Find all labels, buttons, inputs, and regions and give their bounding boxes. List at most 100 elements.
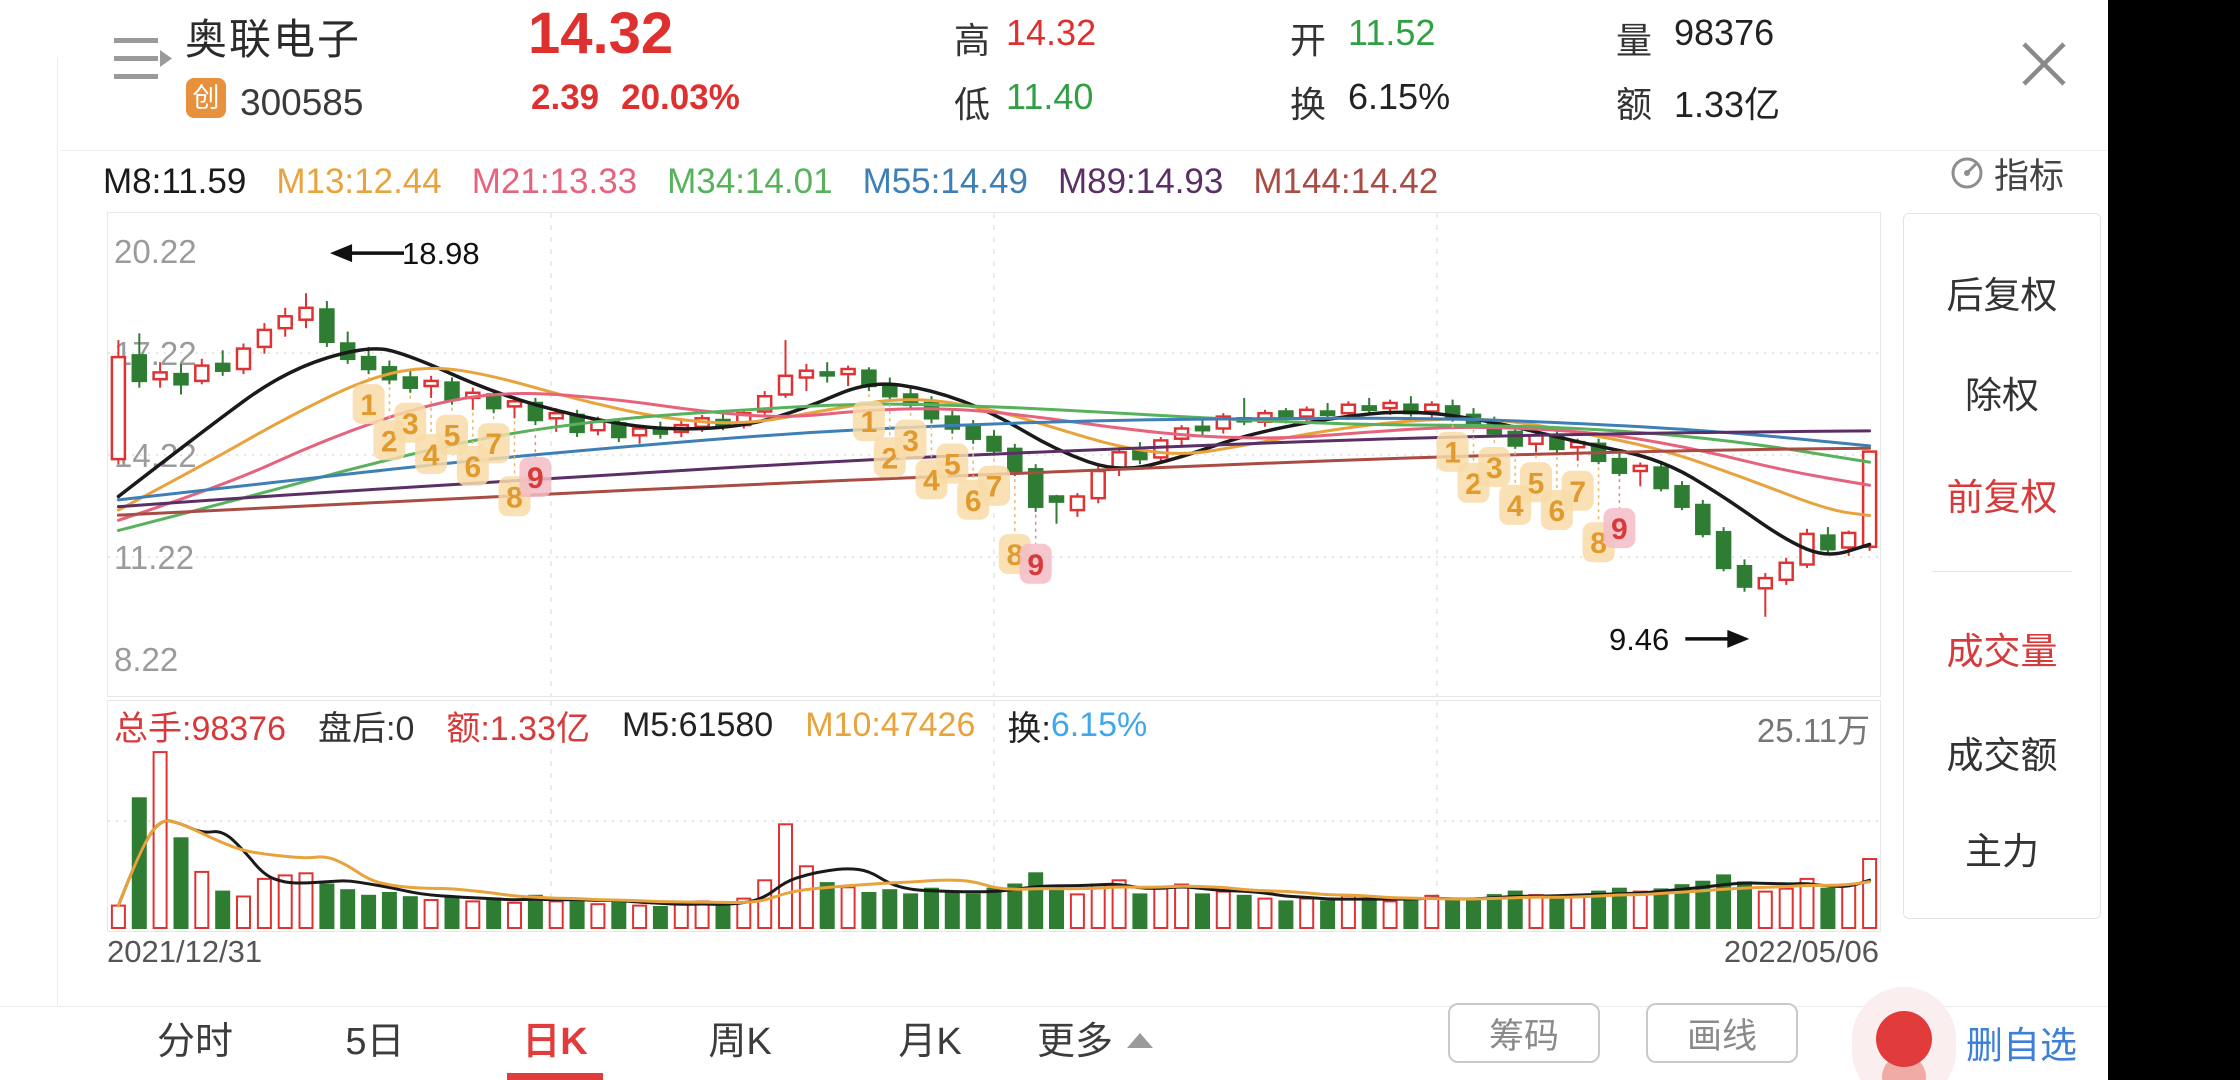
panel-divider (1932, 571, 2072, 572)
volume-legend-item: 换: (1007, 709, 1051, 748)
svg-text:1: 1 (1444, 437, 1461, 470)
svg-text:8.22: 8.22 (114, 641, 178, 678)
header-divider (60, 150, 2108, 151)
stat-label: 额 (1616, 84, 1653, 125)
tab-周K[interactable]: 周K (665, 1007, 815, 1080)
volume-ma-lines (116, 819, 1872, 908)
indicator-label: 指标 (1994, 156, 2065, 196)
stock-name: 奥联电子 (185, 16, 362, 63)
chips-button[interactable]: 筹码 (1448, 1003, 1600, 1063)
x-axis-start-date: 2021/12/31 (107, 934, 263, 969)
tab-更多[interactable]: 更多 (1020, 1007, 1170, 1080)
ma-legend-item: M13:12.44 (276, 162, 442, 201)
stat-value: 11.52 (1348, 12, 1436, 53)
stat-value: 11.40 (1006, 76, 1094, 117)
ma-legend-item: M21:13.33 (471, 162, 638, 201)
svg-text:4: 4 (423, 439, 440, 472)
svg-text:7: 7 (1569, 476, 1586, 509)
svg-text:2: 2 (381, 425, 398, 458)
svg-text:18.98: 18.98 (402, 236, 480, 271)
volume-chart[interactable] (107, 700, 1881, 932)
delete-watchlist-button[interactable]: 删自选 (1966, 1025, 2077, 1066)
stock-switch-icon[interactable] (108, 26, 176, 94)
ma-legend-item: M89:14.93 (1057, 162, 1224, 201)
tab-5日[interactable]: 5日 (300, 1007, 450, 1080)
sidebar-item-成交量[interactable]: 成交量 (1946, 631, 2058, 672)
adjust-panel: 后复权除权前复权成交量成交额主力 (1903, 213, 2101, 919)
sidebar-item-前复权[interactable]: 前复权 (1946, 477, 2058, 518)
tab-分时[interactable]: 分时 (120, 1007, 270, 1080)
draw-line-button[interactable]: 画线 (1646, 1003, 1798, 1063)
left-edge-divider (57, 57, 58, 1005)
tab-日K[interactable]: 日K (480, 1007, 630, 1080)
ma-legend: M8:11.59 M13:12.44 M21:13.33 M34:14.01 M55:1… (103, 158, 1893, 206)
tab-label: 更多 (1036, 1021, 1113, 1063)
svg-text:9: 9 (1611, 513, 1628, 546)
annotations: 18.98 9.46 (330, 236, 1750, 657)
svg-text:9: 9 (527, 462, 544, 495)
sidebar-item-除权[interactable]: 除权 (1965, 375, 2039, 416)
gauge-icon (1951, 157, 1983, 189)
svg-text:5: 5 (444, 420, 461, 453)
svg-text:7: 7 (986, 471, 1003, 504)
svg-text:4: 4 (1507, 490, 1524, 523)
svg-text:7: 7 (485, 428, 502, 461)
volume-legend-item: 额:1.33亿 (446, 709, 590, 748)
sidebar-item-成交额[interactable]: 成交额 (1946, 735, 2058, 776)
sidebar-item-主力[interactable]: 主力 (1965, 831, 2039, 872)
last-price: 14.32 (528, 1, 674, 66)
tab-label: 周K (708, 1021, 772, 1063)
svg-text:1: 1 (861, 406, 878, 439)
tab-label: 月K (898, 1021, 962, 1063)
svg-text:8: 8 (1006, 539, 1023, 572)
stat-value: 1.33亿 (1674, 84, 1781, 125)
record-dot (1876, 1011, 1932, 1067)
svg-text:6: 6 (1549, 495, 1566, 528)
volume-legend-item: 盘后:0 (318, 709, 415, 748)
android-nav-bar (2108, 0, 2240, 1080)
record-float-button[interactable] (1852, 987, 1956, 1080)
volume-legend-item: M10:47426 (805, 705, 976, 744)
stat-label: 量 (1616, 20, 1653, 61)
x-axis-end-date: 2022/05/06 (1723, 934, 1879, 969)
svg-text:4: 4 (923, 464, 940, 497)
price-change-pct: 20.03% (621, 78, 740, 117)
ma-lines-group (116, 347, 1872, 556)
svg-text:8: 8 (506, 481, 523, 514)
volume-bars (110, 751, 1878, 930)
volume-svg (108, 701, 1880, 931)
bottom-tab-bar: 分时 5日 日K 周K 月K 更多 筹码 画线 删自选 (0, 987, 2108, 1080)
svg-text:9: 9 (1027, 549, 1044, 582)
svg-text:5: 5 (944, 449, 961, 482)
kline-chart[interactable]: 20.22 17.22 14.22 11.22 8.22 1 2 3 4 5 6 7 8 9 1 2 3 4 5 6 7… (107, 212, 1881, 697)
price-change-row: 2.39 20.03% (531, 78, 762, 118)
svg-text:1: 1 (360, 389, 377, 422)
ma-legend-item: M144:14.42 (1253, 162, 1439, 201)
svg-text:8: 8 (1590, 527, 1607, 560)
indicator-button[interactable]: 指标 (1948, 148, 2108, 198)
svg-text:9.46: 9.46 (1609, 622, 1669, 657)
ma-legend-item: M55:14.49 (862, 162, 1028, 201)
stat-label: 换 (1290, 84, 1327, 125)
volume-legend-item: 6.15% (1050, 705, 1148, 744)
tab-月K[interactable]: 月K (855, 1007, 1005, 1080)
tab-label: 日K (522, 1021, 588, 1063)
sidebar-item-后复权[interactable]: 后复权 (1946, 275, 2058, 316)
svg-text:3: 3 (1486, 452, 1503, 485)
stat-label: 低 (954, 84, 991, 125)
tab-label: 5日 (345, 1021, 405, 1063)
stat-label: 开 (1290, 20, 1327, 61)
price-change: 2.39 (531, 78, 600, 117)
stat-value: 98376 (1674, 12, 1775, 53)
ma-legend-item: M8:11.59 (103, 162, 247, 201)
svg-text:2: 2 (1465, 468, 1482, 501)
volume-legend-item: 总手:98376 (114, 709, 286, 748)
stat-value: 14.32 (1006, 12, 1097, 53)
close-icon[interactable] (2014, 34, 2074, 94)
stock-code: 300585 (240, 82, 364, 123)
volume-legend: 总手:98376 盘后:0 额:1.33亿 M5:61580 M10:47426 换: 6.… (114, 702, 1179, 748)
tab-label: 分时 (156, 1021, 233, 1063)
volume-scale-label: 25.11万 (1756, 712, 1870, 749)
